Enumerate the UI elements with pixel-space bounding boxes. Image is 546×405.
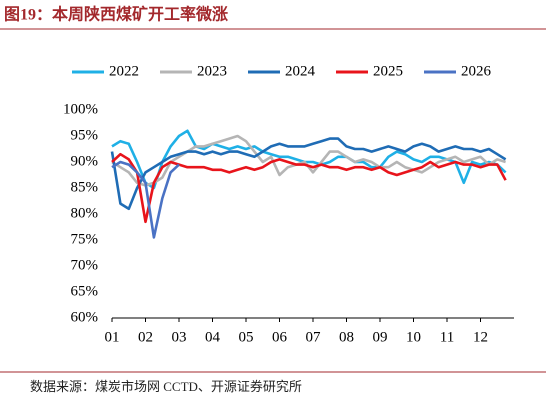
y-tick-label: 75% — [71, 231, 99, 247]
x-tick-label: 06 — [272, 329, 288, 345]
x-tick-label: 12 — [473, 329, 488, 345]
x-tick-label: 05 — [239, 329, 254, 345]
legend-label: 2025 — [373, 63, 403, 79]
y-tick-label: 80% — [71, 205, 99, 221]
x-tick-label: 04 — [205, 329, 221, 345]
x-tick-label: 07 — [306, 329, 322, 345]
legend-label: 2022 — [109, 63, 139, 79]
y-tick-label: 65% — [71, 283, 99, 299]
x-tick-label: 11 — [440, 329, 454, 345]
x-tick-label: 01 — [105, 329, 120, 345]
series-line — [111, 152, 507, 224]
x-tick-label: 08 — [339, 329, 354, 345]
x-tick-label: 09 — [373, 329, 388, 345]
y-tick-label: 95% — [71, 127, 99, 143]
legend-label: 2024 — [285, 63, 316, 79]
x-tick-label: 02 — [138, 329, 153, 345]
legend-label: 2023 — [197, 63, 227, 79]
y-tick-label: 60% — [71, 309, 99, 325]
series-line — [110, 137, 507, 211]
x-tick-label: 03 — [172, 329, 187, 345]
legend-label: 2026 — [461, 63, 492, 79]
y-tick-label: 85% — [71, 179, 99, 195]
y-tick-label: 90% — [71, 153, 99, 169]
source-note: 数据来源：煤炭市场网 CCTD、开源证券研究所 — [30, 379, 302, 394]
series-line — [111, 160, 180, 239]
series-line — [111, 129, 507, 190]
x-tick-label: 10 — [406, 329, 421, 345]
y-tick-label: 100% — [63, 101, 98, 117]
y-tick-label: 70% — [71, 257, 99, 273]
chart-title: 图19：本周陕西煤矿开工率微涨 — [4, 5, 228, 24]
